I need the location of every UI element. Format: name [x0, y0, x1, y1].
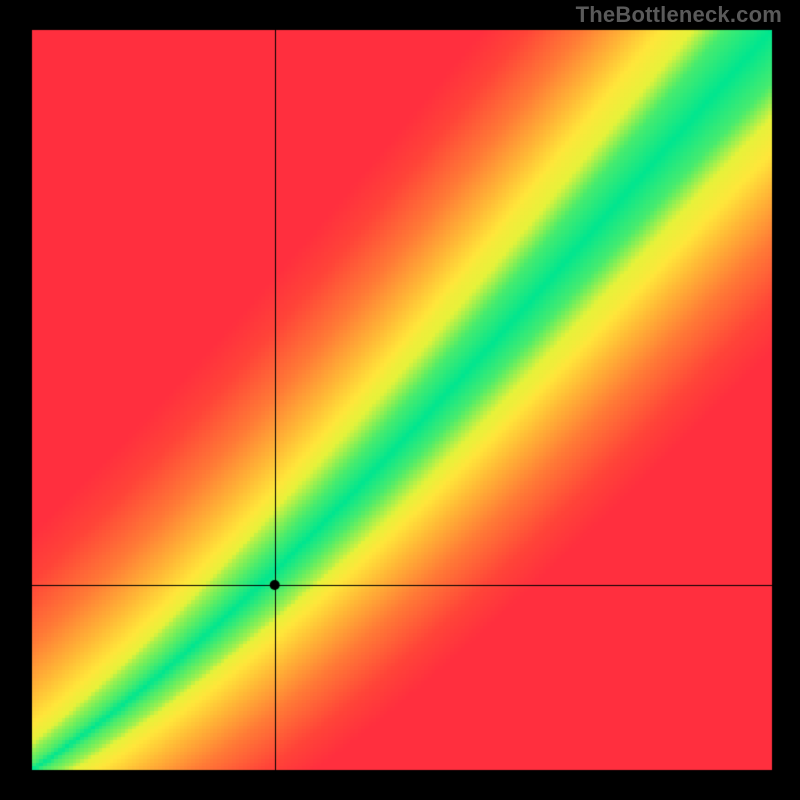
- chart-frame: TheBottleneck.com: [0, 0, 800, 800]
- watermark-label: TheBottleneck.com: [576, 2, 782, 28]
- bottleneck-heatmap-canvas: [0, 0, 800, 800]
